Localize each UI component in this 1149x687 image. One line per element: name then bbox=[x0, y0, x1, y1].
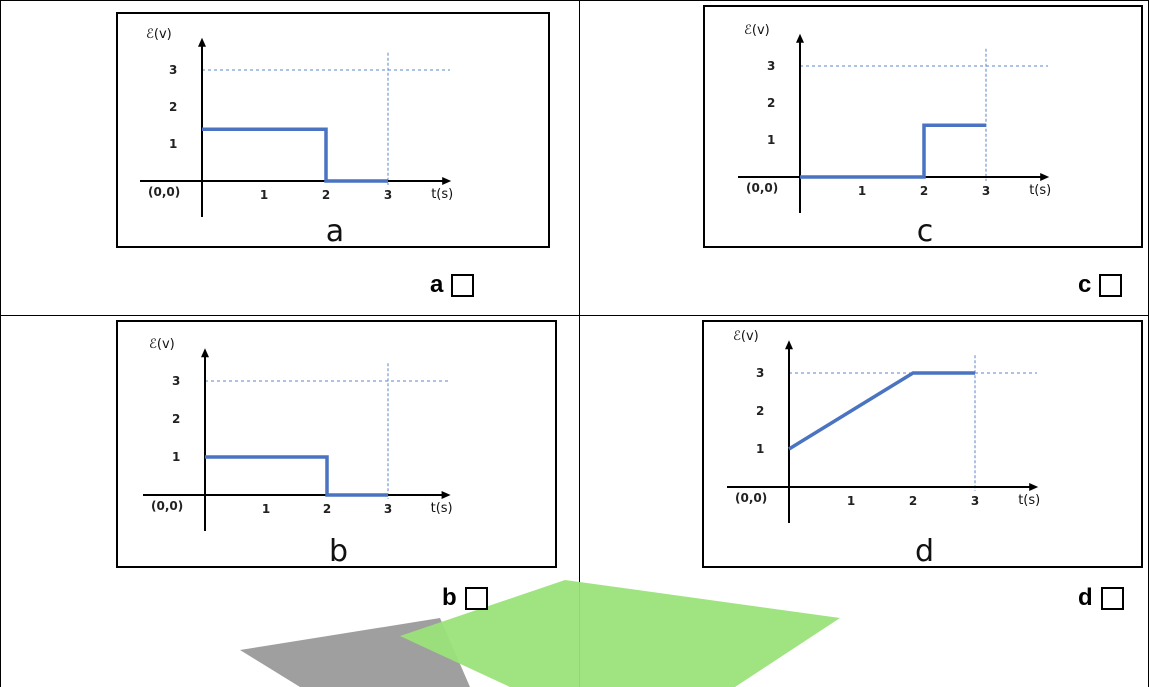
answer-option-b[interactable]: b bbox=[442, 586, 488, 610]
panel-letter: c bbox=[917, 214, 934, 249]
y-axis-label: ℰ(v) bbox=[149, 337, 175, 352]
x-axis-arrow bbox=[441, 491, 451, 499]
answer-option-c[interactable]: c bbox=[1078, 271, 1123, 298]
x-tick-label: 2 bbox=[323, 502, 331, 516]
x-tick-label: 3 bbox=[982, 184, 990, 198]
x-tick-label: 3 bbox=[384, 188, 392, 202]
y-tick-label: 1 bbox=[767, 133, 775, 147]
graph-frame-d: ℰ(v) t(s) (0,0) 1 2 3 1 2 3 d bbox=[702, 320, 1143, 569]
chart-b: ℰ(v) t(s) (0,0) 1 2 3 1 2 3 b bbox=[143, 337, 453, 569]
y-tick-label: 3 bbox=[169, 63, 177, 77]
x-axis-label: t(s) bbox=[1018, 493, 1040, 508]
x-tick-label: 2 bbox=[909, 494, 917, 508]
y-axis-label: ℰ(v) bbox=[733, 329, 759, 344]
x-tick-label: 2 bbox=[322, 188, 330, 202]
checkbox-b[interactable] bbox=[464, 586, 488, 610]
y-axis-arrow bbox=[198, 37, 206, 47]
y-tick-label: 2 bbox=[756, 404, 764, 418]
answer-option-a[interactable]: a bbox=[430, 271, 475, 298]
series-line bbox=[788, 371, 975, 451]
y-tick-label: 2 bbox=[169, 100, 177, 114]
y-tick-label: 2 bbox=[172, 412, 180, 426]
x-tick-label: 1 bbox=[858, 184, 866, 198]
x-tick-label: 3 bbox=[971, 494, 979, 508]
origin-label: (0,0) bbox=[151, 499, 183, 513]
y-tick-label: 3 bbox=[172, 374, 180, 388]
y-axis-arrow bbox=[796, 33, 804, 43]
y-axis-arrow bbox=[201, 348, 209, 358]
answer-label-b: b bbox=[442, 584, 457, 611]
graph-frame-c: ℰ(v) t(s) (0,0) 1 2 3 1 2 3 c bbox=[703, 5, 1143, 249]
panel-letter: a bbox=[326, 214, 344, 249]
answer-label-a: a bbox=[430, 271, 444, 298]
answer-label-c: c bbox=[1078, 271, 1092, 298]
y-tick-label: 1 bbox=[169, 137, 177, 151]
checkbox-c[interactable] bbox=[1099, 273, 1123, 297]
x-axis-label: t(s) bbox=[431, 501, 453, 516]
origin-label: (0,0) bbox=[746, 181, 778, 195]
x-tick-label: 1 bbox=[847, 494, 855, 508]
y-axis-arrow bbox=[785, 340, 793, 350]
checkbox-d[interactable] bbox=[1100, 586, 1124, 610]
chart-a: ℰ(v) t(s) (0,0) 1 2 3 1 2 3 a bbox=[140, 27, 453, 249]
y-tick-label: 1 bbox=[756, 442, 764, 456]
origin-label: (0,0) bbox=[148, 185, 180, 199]
y-tick-label: 2 bbox=[767, 96, 775, 110]
checkbox-a[interactable] bbox=[451, 273, 475, 297]
x-tick-label: 3 bbox=[384, 502, 392, 516]
graph-frame-b: ℰ(v) t(s) (0,0) 1 2 3 1 2 3 b bbox=[116, 320, 557, 569]
x-axis-arrow bbox=[1029, 483, 1039, 491]
graph-frame-a: ℰ(v) t(s) (0,0) 1 2 3 1 2 3 a bbox=[116, 12, 550, 249]
answer-option-d[interactable]: d bbox=[1078, 586, 1124, 610]
y-tick-label: 3 bbox=[756, 366, 764, 380]
series-line bbox=[800, 123, 986, 179]
y-tick-label: 1 bbox=[172, 450, 180, 464]
x-tick-label: 1 bbox=[262, 502, 270, 516]
series-line bbox=[205, 455, 388, 497]
x-tick-label: 1 bbox=[260, 188, 268, 202]
y-axis-label: ℰ(v) bbox=[146, 27, 172, 42]
y-axis-label: ℰ(v) bbox=[744, 23, 770, 38]
panel-letter: d bbox=[915, 534, 934, 569]
chart-c: ℰ(v) t(s) (0,0) 1 2 3 1 2 3 c bbox=[738, 23, 1051, 249]
x-axis-arrow bbox=[442, 177, 452, 185]
series-line bbox=[202, 127, 388, 183]
x-axis-label: t(s) bbox=[1029, 183, 1051, 198]
answer-label-d: d bbox=[1078, 584, 1093, 611]
origin-label: (0,0) bbox=[735, 491, 767, 505]
x-tick-label: 2 bbox=[920, 184, 928, 198]
chart-d: ℰ(v) t(s) (0,0) 1 2 3 1 2 3 d bbox=[727, 329, 1040, 569]
x-axis-arrow bbox=[1040, 173, 1050, 181]
x-axis-label: t(s) bbox=[431, 187, 453, 202]
panel-letter: b bbox=[329, 534, 348, 569]
y-tick-label: 3 bbox=[767, 59, 775, 73]
